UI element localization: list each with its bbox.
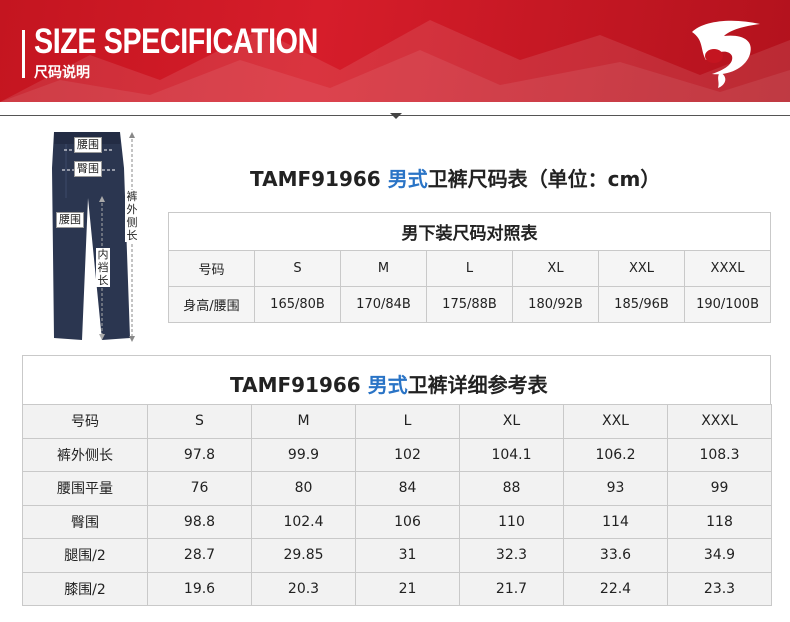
value-cell: 106 — [355, 504, 460, 539]
value-cell: 80 — [251, 471, 356, 506]
size-cell: XXL — [598, 250, 685, 287]
title-rule — [22, 30, 25, 78]
value-cell: 29.85 — [251, 538, 356, 573]
value-cell: 102.4 — [251, 504, 356, 539]
pants-illustration — [52, 132, 135, 342]
heading-rest: 卫裤尺码表（单位：cm） — [427, 167, 661, 191]
size-cell: L — [355, 404, 460, 439]
heading-accent: 男式 — [387, 167, 428, 191]
table-row: 腿围/2 28.7 29.85 31 32.3 33.6 34.9 — [22, 538, 772, 573]
value-cell: 32.3 — [459, 538, 564, 573]
size-cell: S — [147, 404, 252, 439]
mountain-backdrop — [0, 20, 790, 102]
size-cell: XXXL — [667, 404, 772, 439]
label-waist: 腰围 — [74, 137, 102, 153]
height-cell: 170/84B — [340, 286, 427, 323]
size-cell: L — [426, 250, 513, 287]
label-inseam: 内裆长 — [96, 248, 110, 287]
heading-code: TAMF91966 — [230, 373, 368, 397]
value-cell: 23.3 — [667, 571, 772, 606]
label-outer-leg: 裤外侧长 — [125, 190, 139, 242]
value-cell: 88 — [459, 471, 564, 506]
row-label: 号码 — [168, 250, 255, 287]
detail-chart-heading: TAMF91966 男式卫裤详细参考表 — [230, 369, 548, 398]
table-row: 身高/腰围 165/80B 170/84B 175/88B 180/92B 18… — [168, 286, 772, 323]
heading-rest: 卫裤详细参考表 — [407, 373, 548, 397]
row-label: 腰围平量 — [22, 471, 148, 506]
value-cell: 21.7 — [459, 571, 564, 606]
value-cell: 34.9 — [667, 538, 772, 573]
height-cell: 175/88B — [426, 286, 513, 323]
table-row: 臀围 98.8 102.4 106 110 114 118 — [22, 504, 772, 539]
size-cell: M — [251, 404, 356, 439]
height-cell: 165/80B — [254, 286, 341, 323]
value-cell: 114 — [563, 504, 668, 539]
size-cell: S — [254, 250, 341, 287]
value-cell: 108.3 — [667, 437, 772, 472]
heading-accent: 男式 — [367, 373, 408, 397]
height-cell: 180/92B — [512, 286, 599, 323]
size-cell: XL — [512, 250, 599, 287]
table-row: 膝围/2 19.6 20.3 21 21.7 22.4 23.3 — [22, 571, 772, 606]
row-label: 裤外侧长 — [22, 437, 148, 472]
pants-diagram: 腰围 臀围 腰围 裤外侧长 内裆长 — [40, 128, 150, 344]
value-cell: 31 — [355, 538, 460, 573]
height-cell: 185/96B — [598, 286, 685, 323]
value-cell: 76 — [147, 471, 252, 506]
value-cell: 28.7 — [147, 538, 252, 573]
value-cell: 99 — [667, 471, 772, 506]
row-label: 臀围 — [22, 504, 148, 539]
size-cell: XL — [459, 404, 564, 439]
banner-subtitle: 尺码说明 — [34, 65, 90, 81]
value-cell: 22.4 — [563, 571, 668, 606]
label-hip: 臀围 — [74, 161, 102, 177]
table-row: 裤外侧长 97.8 99.9 102 104.1 106.2 108.3 — [22, 437, 772, 472]
row-label: 膝围/2 — [22, 571, 148, 606]
size-cell: M — [340, 250, 427, 287]
value-cell: 21 — [355, 571, 460, 606]
table-header-row: 号码 S M L XL XXL XXXL — [22, 404, 772, 439]
table-caption: 男下装尺码对照表 — [167, 212, 772, 251]
value-cell: 98.8 — [147, 504, 252, 539]
value-cell: 20.3 — [251, 571, 356, 606]
row-label: 腿围/2 — [22, 538, 148, 573]
heading-code: TAMF91966 — [250, 167, 388, 191]
row-label: 身高/腰围 — [168, 286, 255, 323]
value-cell: 93 — [563, 471, 668, 506]
value-cell: 84 — [355, 471, 460, 506]
value-cell: 102 — [355, 437, 460, 472]
table-row: 号码 S M L XL XXL XXXL — [168, 250, 772, 287]
banner-title: SIZE SPECIFICATION — [34, 22, 318, 61]
header-label: 号码 — [22, 404, 148, 439]
size-cell: XXL — [563, 404, 668, 439]
size-chart-heading: TAMF91966 男式卫裤尺码表（单位：cm） — [250, 163, 660, 192]
height-cell: 190/100B — [683, 286, 772, 323]
value-cell: 118 — [667, 504, 772, 539]
label-thigh: 腰围 — [56, 212, 84, 228]
size-cell: XXXL — [683, 250, 772, 287]
divider-arrow-icon — [390, 113, 402, 119]
table-row: 腰围平量 76 80 84 88 93 99 — [22, 471, 772, 506]
header-banner: SIZE SPECIFICATION 尺码说明 — [0, 0, 790, 102]
value-cell: 33.6 — [563, 538, 668, 573]
value-cell: 104.1 — [459, 437, 564, 472]
value-cell: 19.6 — [147, 571, 252, 606]
brand-logo-icon — [692, 20, 760, 88]
size-chart-table: 男下装尺码对照表 号码 S M L XL XXL XXXL 身高/腰围 165/… — [167, 212, 772, 323]
detail-chart-table: 号码 S M L XL XXL XXXL 裤外侧长 97.8 99.9 102 … — [22, 404, 772, 606]
value-cell: 99.9 — [251, 437, 356, 472]
value-cell: 97.8 — [147, 437, 252, 472]
value-cell: 110 — [459, 504, 564, 539]
value-cell: 106.2 — [563, 437, 668, 472]
